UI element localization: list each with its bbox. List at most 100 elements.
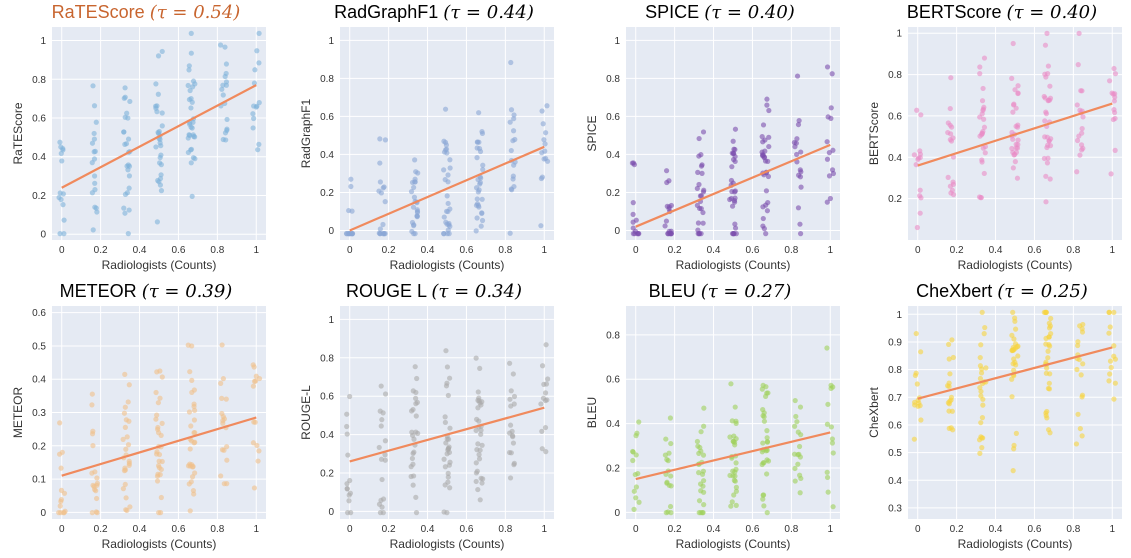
data-point — [443, 348, 449, 354]
x-tick-label: 0.2 — [668, 245, 682, 256]
data-point — [631, 506, 637, 512]
data-point — [347, 477, 353, 484]
data-point — [733, 488, 740, 494]
data-point — [476, 204, 482, 210]
chart-title-name: SPICE — [645, 2, 700, 22]
data-point — [1011, 336, 1017, 342]
data-point — [1042, 118, 1048, 124]
data-point — [346, 231, 352, 237]
y-tick-label: 0.2 — [606, 463, 620, 474]
data-point — [1078, 372, 1084, 378]
data-point — [732, 126, 739, 132]
data-point — [414, 375, 420, 382]
data-point — [187, 369, 193, 375]
data-point — [57, 231, 63, 237]
data-point — [541, 137, 547, 143]
data-point — [511, 183, 517, 190]
data-point — [89, 470, 95, 476]
data-point — [829, 167, 836, 173]
data-point — [377, 226, 383, 232]
data-point — [348, 183, 354, 190]
data-point — [480, 476, 486, 482]
data-point — [441, 214, 447, 220]
data-point — [192, 407, 198, 413]
data-point — [698, 193, 705, 199]
x-tick-label: 0.6 — [1028, 245, 1042, 256]
data-point — [760, 204, 766, 210]
x-tick-label: 1 — [253, 245, 259, 256]
chart-title-tau: (τ = 0.54) — [149, 2, 241, 23]
data-point — [475, 397, 481, 403]
data-point — [694, 438, 701, 445]
data-point — [1045, 155, 1051, 161]
data-point — [511, 401, 517, 407]
data-point — [538, 401, 544, 407]
data-point — [219, 342, 225, 348]
data-point — [153, 416, 159, 422]
data-point — [945, 120, 951, 126]
data-point — [759, 134, 765, 140]
data-point — [729, 150, 735, 156]
data-point — [188, 124, 194, 130]
data-point — [127, 98, 133, 105]
data-point — [1074, 169, 1080, 175]
data-point — [347, 393, 353, 400]
data-point — [636, 419, 642, 425]
data-point — [445, 179, 451, 185]
data-point — [185, 342, 191, 348]
data-point — [120, 486, 126, 492]
data-point — [795, 429, 801, 435]
chart-canvas: 0 0.2 0.4 0.6 0.8 1 0 0.2 0.4 0.6 0.8 1 Radiologists… — [299, 27, 554, 272]
data-point — [380, 221, 386, 228]
data-point — [1079, 392, 1086, 398]
data-point — [382, 457, 388, 463]
data-point — [377, 136, 383, 142]
data-point — [58, 150, 64, 157]
data-point — [224, 457, 230, 463]
data-point — [251, 364, 257, 370]
data-point — [94, 475, 100, 481]
data-point — [155, 424, 161, 431]
data-point — [700, 452, 707, 458]
data-point — [153, 105, 159, 111]
data-point — [411, 449, 417, 455]
data-point — [122, 424, 128, 430]
data-point — [914, 381, 920, 387]
data-point — [510, 173, 516, 179]
data-point — [415, 430, 421, 436]
data-point — [446, 449, 453, 456]
data-point — [220, 92, 226, 98]
data-point — [1015, 137, 1021, 143]
chart-panel-6: ROUGE L (τ = 0.34) 0 0.2 0.4 0.6 0.8 1 0 0.2 0.4 0… — [294, 279, 574, 558]
data-point — [254, 442, 260, 449]
data-point — [825, 489, 831, 495]
data-point — [224, 444, 230, 450]
data-point — [479, 217, 486, 224]
y-axis-label: BERTScore — [867, 102, 881, 165]
data-point — [414, 213, 420, 219]
data-point — [697, 205, 703, 212]
data-point — [795, 461, 801, 467]
data-point — [731, 477, 737, 484]
data-point — [447, 425, 453, 431]
data-point — [124, 434, 130, 440]
data-point — [1076, 30, 1082, 36]
data-point — [1009, 376, 1015, 382]
data-point — [125, 399, 131, 405]
data-point — [794, 136, 800, 142]
data-point — [507, 430, 513, 436]
data-point — [410, 406, 416, 413]
data-point — [694, 185, 700, 192]
data-point — [223, 61, 230, 67]
y-tick-label: 0 — [614, 226, 620, 237]
data-point — [94, 209, 100, 215]
data-point — [1079, 130, 1085, 136]
data-point — [474, 196, 480, 202]
data-point — [1107, 371, 1113, 377]
x-tick-label: 1 — [253, 524, 259, 535]
data-point — [950, 154, 957, 160]
data-point — [797, 174, 804, 180]
data-point — [189, 193, 195, 199]
data-point — [158, 162, 164, 168]
data-point — [381, 231, 387, 237]
